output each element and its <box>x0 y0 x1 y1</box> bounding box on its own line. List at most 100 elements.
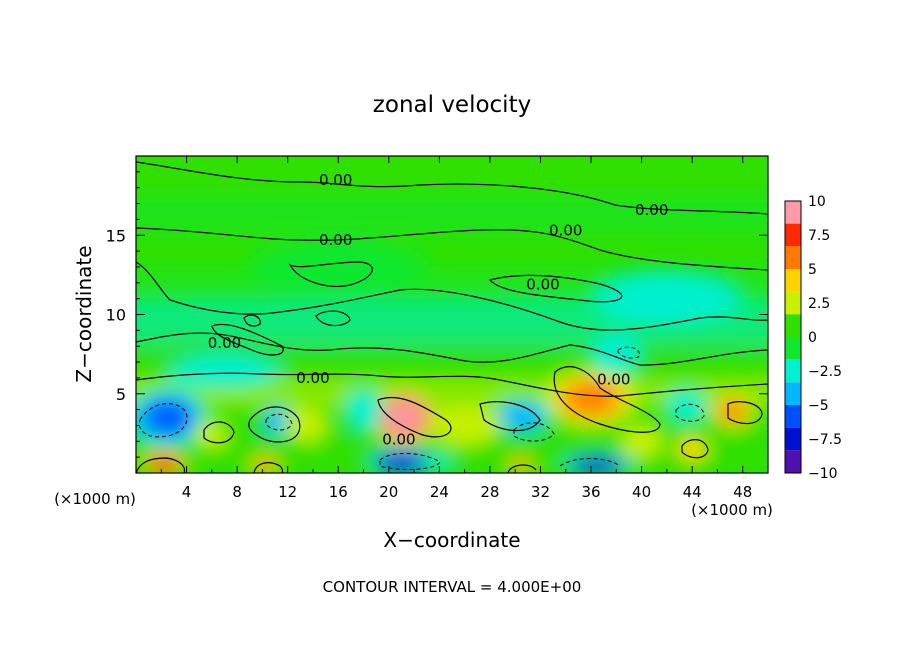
field-anomaly <box>283 406 330 445</box>
colorbar-swatch <box>785 450 801 473</box>
contour-lines <box>136 161 768 473</box>
x-unit-right: (×1000 m) <box>691 501 773 519</box>
contour-line <box>136 227 768 271</box>
contour-line <box>479 401 541 432</box>
colorbar-swatch <box>785 246 801 269</box>
x-tick-label: 36 <box>581 483 600 501</box>
contour-label: 0.00 <box>319 171 352 189</box>
colorbar-swatch <box>785 337 801 360</box>
colorbar-label: −10 <box>808 466 838 482</box>
y-tick-label: 5 <box>116 385 126 404</box>
field-anomaly <box>163 352 286 391</box>
contour-line <box>507 464 537 473</box>
contour-line <box>553 366 661 433</box>
negative-contours <box>138 346 705 470</box>
field-anomaly <box>426 402 503 449</box>
contour-line-negative <box>617 346 641 359</box>
contour-label: 0.00 <box>597 370 630 388</box>
field-anomaly <box>559 453 636 473</box>
contour-label: 0.00 <box>526 275 559 293</box>
contour-line-negative <box>265 413 293 431</box>
x-unit-left: (×1000 m) <box>54 490 136 508</box>
field-anomaly <box>366 446 437 473</box>
chart-title: zonal velocity <box>373 92 531 118</box>
colorbar-swatch <box>785 359 801 383</box>
contour-line <box>248 406 301 443</box>
contour-line-negative <box>559 458 621 467</box>
contour-label: 0.00 <box>382 431 415 449</box>
x-tick-label: 16 <box>329 483 348 501</box>
field-layers <box>136 156 768 473</box>
contour-line <box>377 396 452 438</box>
contour-line <box>253 462 284 473</box>
contour-line <box>488 274 623 303</box>
colorbar-swatch <box>785 382 801 405</box>
contour-interval-note: CONTOUR INTERVAL = 4.000E+00 <box>323 578 582 596</box>
colorbar-label: 0 <box>808 330 817 346</box>
colorbar-swatch <box>785 405 801 428</box>
x-tick-label: 8 <box>232 483 242 501</box>
field-anomaly <box>193 419 231 451</box>
x-tick-label: 48 <box>733 483 752 501</box>
contour-line <box>136 372 768 397</box>
field-anomaly <box>491 396 552 435</box>
y-axis-label: Z−coordinate <box>72 245 96 382</box>
x-tick-label: 12 <box>278 483 297 501</box>
field-anomaly <box>618 422 665 461</box>
x-tick-label: 20 <box>379 483 398 501</box>
contour-line <box>136 261 768 331</box>
x-tick-label: 4 <box>182 483 192 501</box>
y-tick-label: 15 <box>106 226 126 245</box>
contour-line <box>681 439 709 459</box>
contour-line-negative <box>513 422 555 442</box>
field-anomaly <box>370 388 438 447</box>
x-tick-label: 44 <box>683 483 702 501</box>
colorbar-label: −7.5 <box>808 432 842 448</box>
field-anomaly <box>342 386 385 433</box>
contour-line <box>211 323 284 356</box>
x-tick-label: 32 <box>531 483 550 501</box>
contour-line <box>136 457 186 473</box>
colorbar-label: 7.5 <box>808 228 830 244</box>
x-tick-label: 40 <box>632 483 651 501</box>
field-anomaly <box>708 392 757 431</box>
contour-line <box>727 401 763 425</box>
x-tick-label: 28 <box>480 483 499 501</box>
contour-label: 0.00 <box>319 231 352 249</box>
x-axis-label: X−coordinate <box>383 528 520 552</box>
y-axis: 5 10 15 <box>106 171 768 458</box>
contour-line <box>243 314 261 327</box>
field-anomaly <box>673 434 711 465</box>
contour-line <box>288 261 373 288</box>
colorbar-label: −5 <box>808 398 829 414</box>
y-tick-label: 10 <box>106 306 126 325</box>
contour-line <box>136 332 768 366</box>
colorbar: 10 7.5 5 2.5 0 −2.5 −5 −7.5 −10 <box>784 194 842 482</box>
colorbar-swatch <box>785 269 801 292</box>
colorbar-label: 2.5 <box>808 296 830 312</box>
contour-label: 0.00 <box>208 334 241 352</box>
contour-label: 0.00 <box>549 221 582 239</box>
colorbar-swatch <box>785 291 801 315</box>
contour-label: 0.00 <box>296 369 329 387</box>
field-anomaly <box>591 270 743 328</box>
colorbar-swatch <box>785 223 801 247</box>
contour-line <box>315 310 351 327</box>
colorbar-swatch <box>785 201 801 224</box>
contour-labels: 0.00 0.00 0.00 0.00 0.00 0.00 0.00 0.00 0.00 <box>208 171 669 449</box>
x-axis: 4 8 12 16 20 24 28 32 36 40 44 48 <box>160 156 752 501</box>
field-anomaly <box>136 387 211 448</box>
contour-line-negative <box>675 403 705 422</box>
field-anomaly <box>663 387 709 426</box>
colorbar-label: −2.5 <box>808 364 842 380</box>
contour-label: 0.00 <box>635 201 668 219</box>
contour-line <box>203 421 235 444</box>
colorbar-label: 10 <box>808 194 826 210</box>
x-tick-label: 24 <box>430 483 449 501</box>
field-band <box>136 195 768 236</box>
colorbar-frame <box>784 200 802 474</box>
colorbar-swatch <box>785 427 801 451</box>
contour-line <box>136 161 768 215</box>
